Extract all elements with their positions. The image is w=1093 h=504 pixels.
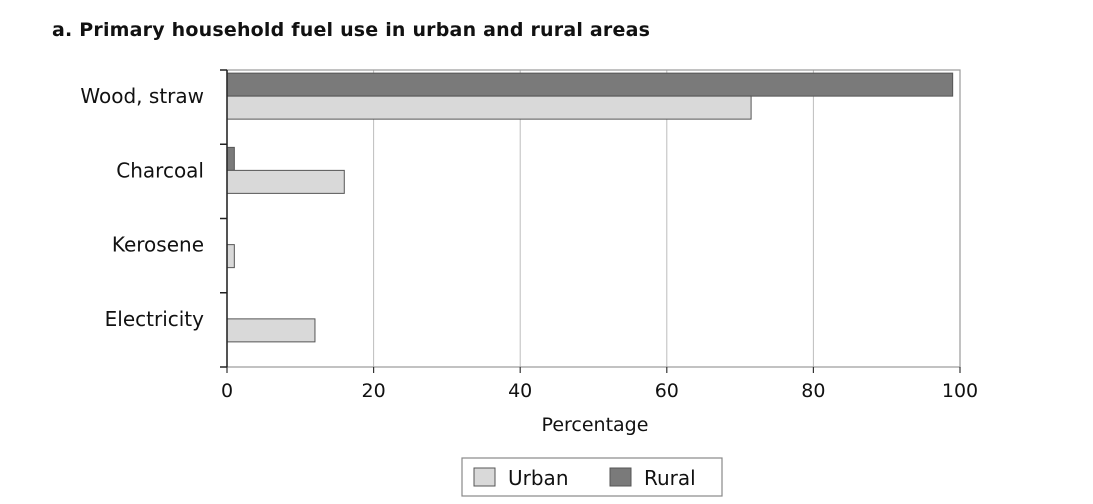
x-tick-label: 80 <box>801 380 825 402</box>
x-tick-label: 20 <box>362 380 386 402</box>
bars <box>226 72 954 343</box>
x-tick-labels: 0 20 40 60 80 100 <box>221 380 978 402</box>
bar-rural <box>226 72 954 97</box>
category-label: Electricity <box>105 307 205 331</box>
bar-rural <box>226 146 235 171</box>
bar-urban <box>226 169 345 194</box>
category-label: Charcoal <box>116 158 204 182</box>
axes <box>220 69 961 373</box>
category-label: Wood, straw <box>80 84 204 108</box>
legend: Urban Rural <box>461 457 723 497</box>
chart-title: a. Primary household fuel use in urban a… <box>52 19 651 41</box>
legend-label-urban: Urban <box>508 466 569 490</box>
x-axis-title: Percentage <box>542 414 649 436</box>
x-tick-label: 0 <box>221 380 233 402</box>
x-tick-label: 60 <box>655 380 679 402</box>
bar-urban <box>226 318 316 343</box>
category-label: Kerosene <box>112 233 204 257</box>
x-tick-label: 40 <box>508 380 532 402</box>
bar-urban <box>226 244 235 269</box>
category-labels: Wood, straw Charcoal Kerosene Electricity <box>80 84 204 331</box>
legend-swatch-rural <box>609 467 632 487</box>
legend-label-rural: Rural <box>644 466 696 490</box>
legend-swatch-urban <box>473 467 496 487</box>
x-tick-label: 100 <box>942 380 978 402</box>
legend-box <box>461 457 723 497</box>
bar-urban <box>226 95 752 120</box>
